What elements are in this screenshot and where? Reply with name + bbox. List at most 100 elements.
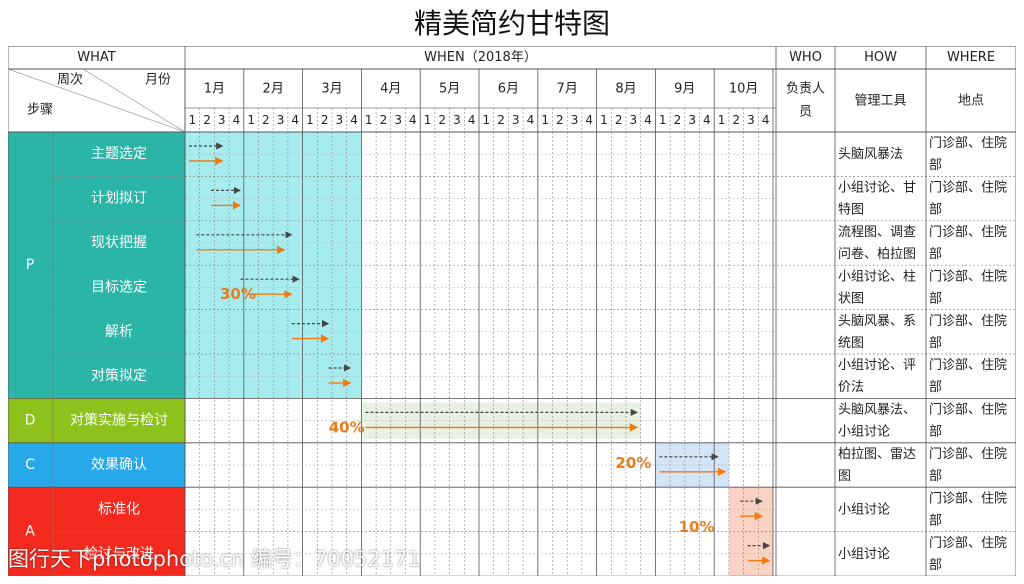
place-cell: 门诊部、住院部 bbox=[929, 491, 1007, 528]
month-label: 3月 bbox=[321, 82, 342, 97]
week-label: 2 bbox=[203, 113, 211, 127]
phase-label: P bbox=[26, 257, 34, 273]
week-label: 2 bbox=[674, 113, 682, 127]
month-label: 2月 bbox=[263, 82, 284, 97]
watermark-text: 图行天下photophoto.cn 编号：70052171 bbox=[8, 547, 421, 571]
phase-cell-d bbox=[8, 398, 185, 443]
tool-cell: 头脑风暴法、小组讨论 bbox=[838, 402, 916, 439]
week-label: 2 bbox=[497, 113, 505, 127]
month-label: 8月 bbox=[615, 82, 636, 97]
month-label: 9月 bbox=[674, 82, 695, 97]
corner-diagonal bbox=[82, 68, 186, 133]
phase-cell-p bbox=[8, 132, 185, 399]
week-label: 4 bbox=[233, 113, 241, 127]
week-label: 3 bbox=[453, 113, 461, 127]
week-label: 4 bbox=[527, 113, 535, 127]
place-cell: 门诊部、住院部 bbox=[929, 313, 1007, 350]
week-label: 4 bbox=[350, 113, 358, 127]
place-cell: 门诊部、住院部 bbox=[929, 447, 1007, 484]
task-label: 效果确认 bbox=[91, 457, 147, 473]
where-header: WHERE bbox=[947, 50, 995, 65]
week-label: 4 bbox=[644, 113, 652, 127]
week-label: 4 bbox=[468, 113, 476, 127]
week-label: 4 bbox=[585, 113, 593, 127]
corner-step-label: 步骤 bbox=[27, 103, 53, 118]
week-label: 3 bbox=[512, 113, 520, 127]
week-label: 2 bbox=[321, 113, 329, 127]
month-label: 1月 bbox=[204, 82, 225, 97]
who-header: WHO bbox=[789, 50, 822, 65]
month-label: 10月 bbox=[729, 82, 759, 97]
week-label: 4 bbox=[703, 113, 711, 127]
week-label: 1 bbox=[189, 113, 197, 127]
task-label: 标准化 bbox=[98, 501, 140, 517]
phase-cell-a bbox=[8, 487, 185, 576]
tool-cell: 小组讨论、甘特图 bbox=[838, 180, 916, 217]
tool-cell: 小组讨论 bbox=[838, 502, 890, 517]
tool-cell: 小组讨论 bbox=[838, 546, 890, 561]
week-label: 4 bbox=[291, 113, 299, 127]
who-subheader-line1: 负责人 bbox=[786, 82, 825, 97]
week-label: 2 bbox=[732, 113, 740, 127]
week-label: 2 bbox=[438, 113, 446, 127]
week-label: 1 bbox=[247, 113, 255, 127]
gantt-chart: P D C A 主题选定计划拟订现状把握目标选定解析对策拟定对策实施与检讨效果确认标准化… bbox=[8, 46, 1016, 576]
corner-week-label: 周次 bbox=[57, 72, 83, 88]
place-cell: 门诊部、住院部 bbox=[929, 225, 1007, 262]
week-label: 1 bbox=[306, 113, 314, 127]
week-label: 1 bbox=[424, 113, 432, 127]
task-label: 对策拟定 bbox=[91, 367, 147, 384]
phase-cell-c bbox=[8, 442, 185, 488]
week-label: 3 bbox=[571, 113, 579, 127]
week-label: 1 bbox=[718, 113, 726, 127]
week-label: 3 bbox=[394, 113, 402, 127]
task-label: 解析 bbox=[105, 324, 133, 340]
percent-label-d: 40% bbox=[329, 418, 365, 436]
phase-label: C bbox=[25, 457, 35, 473]
percent-label-a: 10% bbox=[679, 518, 715, 536]
week-label: 3 bbox=[747, 113, 755, 127]
week-label: 1 bbox=[541, 113, 549, 127]
phase-label: D bbox=[25, 413, 36, 429]
month-label: 7月 bbox=[557, 82, 578, 97]
task-label: 目标选定 bbox=[91, 279, 147, 295]
when-header: WHEN（2018年） bbox=[424, 50, 537, 65]
task-label: 现状把握 bbox=[91, 235, 147, 251]
tool-cell: 流程图、调查问卷、柏拉图 bbox=[838, 225, 916, 262]
week-label: 2 bbox=[556, 113, 564, 127]
where-subheader: 地点 bbox=[958, 94, 984, 109]
week-label: 2 bbox=[615, 113, 623, 127]
week-label: 2 bbox=[380, 113, 388, 127]
place-cell: 门诊部、住院部 bbox=[929, 358, 1007, 395]
tool-cell: 头脑风暴法 bbox=[838, 147, 903, 162]
place-cell: 门诊部、住院部 bbox=[929, 269, 1007, 306]
week-label: 2 bbox=[262, 113, 270, 127]
week-label: 3 bbox=[630, 113, 638, 127]
week-label: 3 bbox=[277, 113, 285, 127]
place-cell: 门诊部、住院部 bbox=[929, 136, 1007, 173]
week-label: 1 bbox=[600, 113, 608, 127]
week-label: 1 bbox=[659, 113, 667, 127]
phase-block-c bbox=[655, 442, 729, 488]
how-subheader: 管理工具 bbox=[854, 94, 906, 109]
place-cell: 门诊部、住院部 bbox=[929, 180, 1007, 217]
who-subheader-line2: 员 bbox=[799, 105, 812, 120]
corner-month-label: 月份 bbox=[145, 73, 171, 88]
page-title: 精美简约甘特图 bbox=[413, 7, 610, 40]
month-label: 5月 bbox=[439, 82, 460, 97]
place-cell: 门诊部、住院部 bbox=[929, 402, 1007, 439]
month-label: 6月 bbox=[498, 82, 519, 97]
tool-cell: 柏拉图、雷达图 bbox=[838, 447, 916, 484]
task-label: 主题选定 bbox=[91, 146, 147, 162]
week-label: 1 bbox=[365, 113, 373, 127]
task-label: 对策实施与检讨 bbox=[70, 412, 168, 429]
week-label: 3 bbox=[688, 113, 696, 127]
tool-cell: 头脑风暴、系统图 bbox=[838, 313, 916, 350]
week-label: 3 bbox=[218, 113, 226, 127]
phase-label: A bbox=[25, 524, 35, 540]
task-label: 计划拟订 bbox=[91, 191, 147, 207]
place-cell: 门诊部、住院部 bbox=[929, 535, 1007, 572]
tool-cell: 小组讨论、柱状图 bbox=[838, 269, 916, 306]
task-label: 检讨与改进 bbox=[84, 546, 154, 562]
week-label: 4 bbox=[409, 113, 417, 127]
